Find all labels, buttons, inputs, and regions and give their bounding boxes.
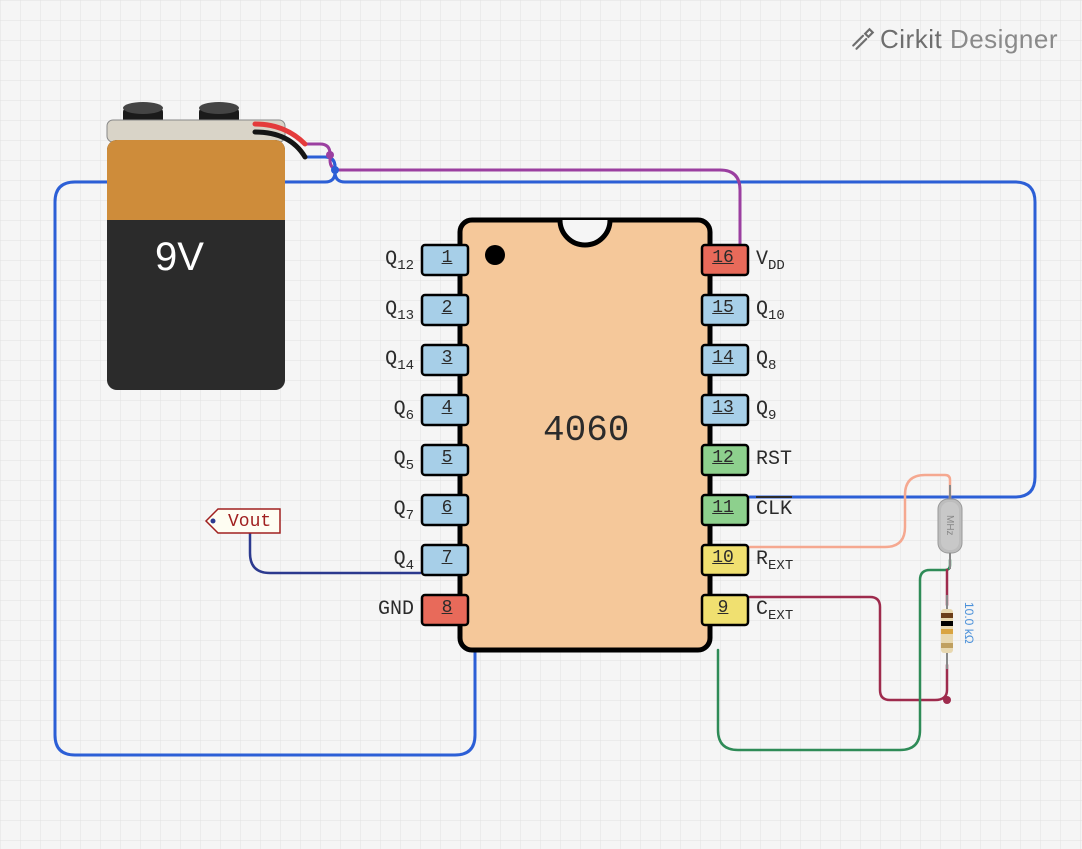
brand-sub: Designer: [950, 24, 1058, 54]
resistor-label: 10.0 kΩ: [962, 602, 976, 644]
vout-label: Vout: [228, 512, 271, 532]
pin-label-8: GND: [378, 598, 414, 621]
pin-label-9: CEXT: [756, 598, 793, 624]
pin-num-16: 16: [708, 248, 738, 268]
pin-num-14: 14: [708, 348, 738, 368]
pin-num-3: 3: [432, 348, 462, 368]
pin-label-2: Q13: [385, 298, 414, 324]
pin-label-14: Q8: [756, 348, 776, 374]
pin-label-10: REXT: [756, 548, 793, 574]
pin-label-5: Q5: [394, 448, 414, 474]
pin-label-12: RST: [756, 448, 792, 471]
junction: [331, 166, 339, 174]
battery-label: 9V: [155, 235, 204, 280]
resistor[interactable]: [935, 595, 965, 675]
pin-num-7: 7: [432, 548, 462, 568]
pin-num-11: 11: [708, 498, 738, 518]
pin-num-12: 12: [708, 448, 738, 468]
pin-num-8: 8: [432, 598, 462, 618]
junction: [943, 696, 951, 704]
pin-label-7: Q4: [394, 548, 414, 574]
pin-label-6: Q7: [394, 498, 414, 524]
battery-9v[interactable]: [95, 100, 325, 400]
pin-num-10: 10: [708, 548, 738, 568]
pin-label-16: VDD: [756, 248, 785, 274]
pin-num-4: 4: [432, 398, 462, 418]
pin-label-3: Q14: [385, 348, 414, 374]
crystal-label: MHz: [944, 515, 955, 536]
pin-label-11: CLK: [756, 498, 792, 521]
junction: [326, 151, 334, 159]
brand-logo: Cirkit Designer: [850, 24, 1058, 55]
brand-name: Cirkit: [880, 24, 942, 54]
brand-icon: [850, 26, 876, 52]
pin-num-1: 1: [432, 248, 462, 268]
pin-num-9: 9: [708, 598, 738, 618]
pin-label-1: Q12: [385, 248, 414, 274]
pin-num-6: 6: [432, 498, 462, 518]
pin-label-4: Q6: [394, 398, 414, 424]
circuit-canvas: Cirkit Designer 9V 1 Q12 2 Q13 3 Q14 4 Q6 5 Q5 6 Q7…: [0, 0, 1082, 849]
pin-num-13: 13: [708, 398, 738, 418]
pin-num-15: 15: [708, 298, 738, 318]
pin-num-5: 5: [432, 448, 462, 468]
ic-name: 4060: [543, 410, 629, 451]
pin-label-15: Q10: [756, 298, 785, 324]
pin-num-2: 2: [432, 298, 462, 318]
pin-label-13: Q9: [756, 398, 776, 424]
